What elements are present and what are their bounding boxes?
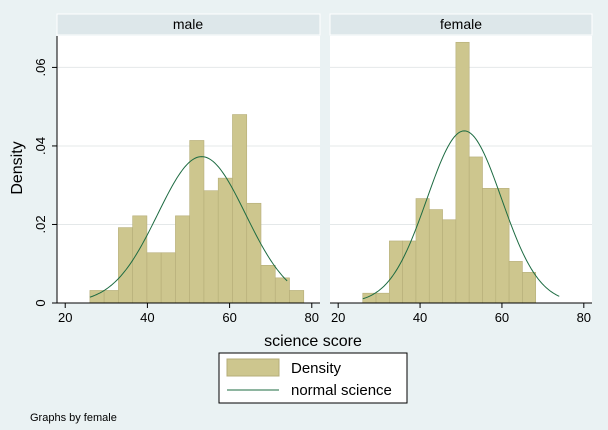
histogram-bar xyxy=(175,215,190,304)
histogram-bar xyxy=(442,219,457,304)
histogram-bar xyxy=(103,290,119,304)
x-tick-label: 80 xyxy=(305,310,319,325)
histogram-bar xyxy=(260,265,276,304)
note-text: Graphs by female xyxy=(30,412,117,424)
y-tick-label: .04 xyxy=(33,137,48,155)
histogram-bar xyxy=(146,252,162,304)
x-tick-label: 40 xyxy=(140,310,154,325)
panel-header-female xyxy=(329,13,593,36)
legend-density-label: Density xyxy=(291,360,342,377)
histogram-bar xyxy=(508,261,523,304)
x-axis-label: science score xyxy=(264,333,362,350)
histogram-bar xyxy=(402,240,417,304)
histogram-bar xyxy=(415,198,430,304)
legend-density-swatch xyxy=(226,358,280,377)
histogram-bar xyxy=(468,156,483,304)
x-tick-label: 20 xyxy=(331,310,345,325)
normal-curve xyxy=(89,156,288,298)
x-tick-label: 60 xyxy=(495,310,509,325)
histogram-bar xyxy=(203,190,219,304)
histogram-bar xyxy=(246,202,262,304)
x-tick-label: 60 xyxy=(222,310,236,325)
panel-title-male: male xyxy=(173,16,204,32)
y-tick-label: .06 xyxy=(33,58,48,76)
histogram-bar xyxy=(522,272,537,304)
histogram-bar xyxy=(455,41,470,304)
y-tick-label: 0 xyxy=(33,299,48,306)
x-tick-label: 20 xyxy=(58,310,72,325)
normal-curve xyxy=(362,130,560,300)
legend-normal-label: normal science xyxy=(291,382,392,399)
histogram-bar xyxy=(160,252,176,304)
histogram-bar xyxy=(232,114,248,304)
panel-header-male xyxy=(56,13,321,36)
histogram-bar xyxy=(274,277,290,304)
histogram-bar xyxy=(495,188,510,304)
histogram-bar xyxy=(289,290,305,304)
histogram-bar xyxy=(482,188,497,304)
x-tick-label: 80 xyxy=(577,310,591,325)
histogram-bar xyxy=(428,209,443,304)
panel-title-female: female xyxy=(440,16,482,32)
x-tick-label: 40 xyxy=(413,310,427,325)
y-tick-label: .02 xyxy=(33,215,48,233)
legend: Density normal science xyxy=(218,352,408,404)
histogram-bar xyxy=(132,215,148,304)
histogram-bar xyxy=(217,177,233,304)
y-axis-label: Density xyxy=(9,141,26,194)
histogram-bar xyxy=(189,140,205,304)
histogram-bar xyxy=(118,227,133,304)
histogram-bar xyxy=(389,240,403,304)
histogram-bar xyxy=(375,292,390,304)
